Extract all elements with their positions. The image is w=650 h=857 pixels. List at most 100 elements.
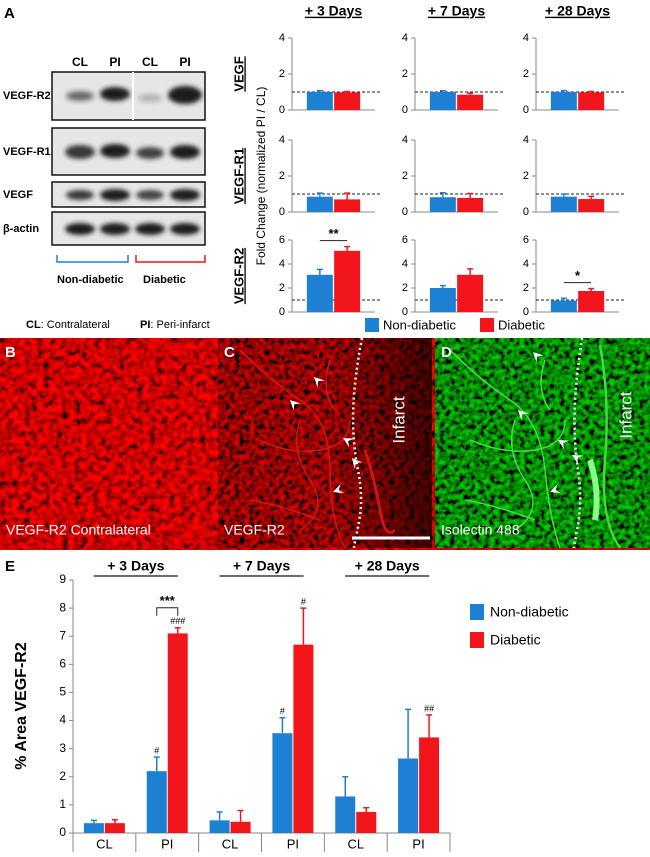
y-tick-label: 4 xyxy=(523,32,529,44)
bar xyxy=(104,823,125,833)
key-text: : Peri-infarct xyxy=(150,319,209,331)
legend-swatch xyxy=(470,632,484,648)
legend-label: Diabetic xyxy=(498,317,545,332)
legend-swatch xyxy=(480,318,494,332)
y-tick-label: 4 xyxy=(279,134,285,146)
image-caption: VEGF-R2 xyxy=(224,522,285,538)
bar xyxy=(293,644,314,833)
bar xyxy=(335,796,356,833)
bar xyxy=(578,199,605,212)
bar xyxy=(429,288,456,312)
significance-label: # xyxy=(280,706,285,716)
protein-label: VEGF-R2 xyxy=(3,90,51,102)
bracket-label: * xyxy=(575,268,581,283)
significance-label: # xyxy=(154,745,159,755)
x-tick-label: CL xyxy=(96,836,113,851)
significance-label: ## xyxy=(424,703,434,713)
y-tick-label: 8 xyxy=(59,600,66,614)
legend-label: Non-diabetic xyxy=(490,604,569,620)
x-tick-label: PI xyxy=(161,836,173,851)
y-tick-label: 7 xyxy=(59,628,66,642)
bar xyxy=(334,92,361,110)
bar xyxy=(578,291,605,312)
panel-label: D xyxy=(441,344,452,361)
group-title: + 7 Days xyxy=(233,558,290,574)
y-tick-label: 6 xyxy=(402,234,408,246)
y-axis-label: Fold Change (normalized PI / CL) xyxy=(254,87,268,266)
bar xyxy=(457,197,484,212)
y-tick-label: 0 xyxy=(523,104,529,116)
panel-label: C xyxy=(224,344,235,361)
row-title: VEGF-R2 xyxy=(231,248,246,304)
image-caption: Isolectin 488 xyxy=(441,522,520,538)
lane-label: CL xyxy=(72,55,88,69)
y-tick-label: 0 xyxy=(523,306,529,318)
y-tick-label: 4 xyxy=(59,713,66,727)
group-bracket xyxy=(135,255,206,263)
group-bracket xyxy=(56,255,129,263)
y-tick-label: 2 xyxy=(279,68,285,80)
y-tick-label: 4 xyxy=(279,32,285,44)
key-abbr: CL xyxy=(26,319,41,331)
bar xyxy=(306,92,333,110)
y-tick-label: 2 xyxy=(523,68,529,80)
protein-label: β-actin xyxy=(3,223,39,235)
x-tick-label: CL xyxy=(222,836,239,851)
y-tick-label: 2 xyxy=(279,282,285,294)
y-tick-label: 0 xyxy=(523,206,529,218)
y-tick-label: 2 xyxy=(402,282,408,294)
image-caption: VEGF-R2 Contralateral xyxy=(6,522,151,538)
bracket-label: *** xyxy=(160,593,176,608)
legend-label: Non-diabetic xyxy=(383,317,456,332)
x-tick-label: PI xyxy=(287,836,299,851)
bar xyxy=(306,196,333,212)
bar xyxy=(457,94,484,110)
bar xyxy=(334,199,361,212)
panel-label: E xyxy=(5,558,15,575)
protein-label: VEGF xyxy=(3,189,33,201)
column-title: + 3 Days xyxy=(305,3,362,19)
column-title: + 28 Days xyxy=(545,3,610,19)
bar xyxy=(419,737,440,833)
group-label: Non-diabetic xyxy=(57,274,124,286)
key: PI: Peri-infarct xyxy=(140,319,210,331)
bar xyxy=(550,196,577,212)
y-tick-label: 4 xyxy=(402,134,408,146)
image-b xyxy=(0,338,215,548)
y-tick-label: 2 xyxy=(279,170,285,182)
y-tick-label: 0 xyxy=(402,206,408,218)
y-tick-label: 2 xyxy=(59,769,66,783)
panel-label: A xyxy=(4,5,15,22)
bar xyxy=(209,820,230,833)
bar xyxy=(550,92,577,110)
y-tick-label: 0 xyxy=(402,306,408,318)
y-tick-label: 0 xyxy=(279,206,285,218)
bar xyxy=(457,274,484,312)
x-tick-label: PI xyxy=(412,836,424,851)
row-title: VEGF-R1 xyxy=(231,148,246,204)
bracket xyxy=(156,607,179,616)
y-tick-label: 9 xyxy=(59,572,66,586)
y-tick-label: 4 xyxy=(402,258,408,270)
key: CL: Contralateral xyxy=(26,319,110,331)
legend-swatch xyxy=(365,318,379,332)
bar xyxy=(306,274,333,312)
region-label: Infarct xyxy=(616,391,635,439)
bar xyxy=(429,197,456,212)
panel-label: B xyxy=(5,344,16,361)
y-tick-label: 5 xyxy=(59,685,66,699)
bar xyxy=(167,633,188,833)
lane-label: PI xyxy=(179,55,190,69)
bar xyxy=(272,733,293,833)
group-title: + 28 Days xyxy=(355,558,420,574)
legend-label: Diabetic xyxy=(490,632,541,648)
y-tick-label: 0 xyxy=(279,104,285,116)
y-tick-label: 3 xyxy=(59,741,66,755)
group-title: + 3 Days xyxy=(107,558,164,574)
significance-label: ### xyxy=(170,616,185,626)
y-tick-label: 2 xyxy=(402,68,408,80)
y-tick-label: 6 xyxy=(523,234,529,246)
blot-bands xyxy=(65,86,202,235)
y-tick-label: 4 xyxy=(402,32,408,44)
